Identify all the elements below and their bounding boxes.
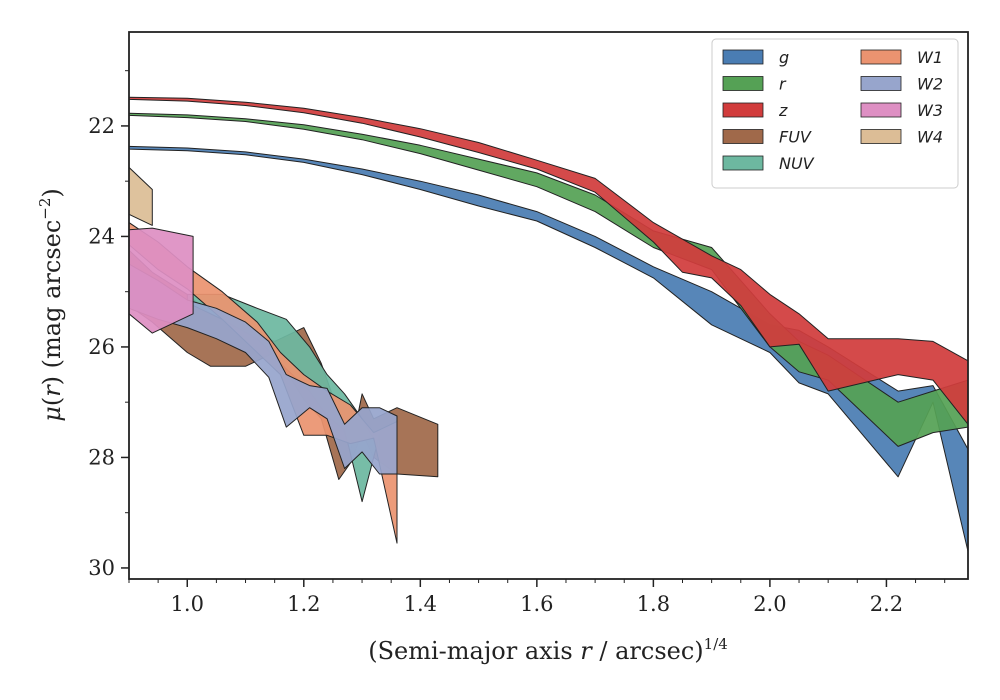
legend-label-NUV: NUV [779,154,815,173]
legend-label-W2: W2 [917,75,943,94]
y-axis-label: μ(r) (mag arcsec−2) [36,188,66,422]
y-tick-label: 26 [88,335,115,359]
y-tick-label: 24 [88,224,115,248]
x-tick-label: 2.2 [870,592,903,616]
series-band-z [129,96,968,425]
legend-swatch-W1 [860,49,902,65]
series-band-W2 [129,263,398,475]
x-tick-label: 1.2 [287,592,320,616]
legend-label-W3: W3 [917,101,943,120]
x-tick-label: 1.0 [171,592,204,616]
series-band-r [129,112,968,447]
x-tick-label: 1.8 [637,592,670,616]
x-tick-label: 1.4 [404,592,437,616]
x-tick-label: 1.6 [520,592,553,616]
legend-label-r: r [779,75,787,94]
y-tick-label: 22 [88,114,115,138]
x-tick-label: 2.0 [753,592,786,616]
legend-label-W1: W1 [917,48,943,67]
series-band-W3 [129,227,194,334]
y-tick-label: 30 [88,556,115,580]
y-axis: 22 24 26 28 30 [88,70,129,580]
legend-swatch-FUV [722,129,764,144]
legend-label-W4: W4 [917,128,943,147]
legend-swatch-W2 [860,76,902,91]
legend-label-FUV: FUV [779,128,812,147]
legend-swatch-NUV [722,155,764,171]
legend-label-z: z [778,101,788,120]
legend-label-g: g [779,48,789,67]
legend-swatch-W3 [860,102,902,118]
series-band-W4 [129,166,153,226]
legend: grz FUV NUV W1 W2 W3 W4 [711,38,959,189]
legend-swatch-r [722,76,764,91]
legend-swatch-z [722,102,764,118]
plot-frame [128,31,969,580]
legend-swatch-g [722,49,764,65]
bands-layer [129,96,968,552]
legend-swatch-W4 [860,129,902,144]
y-tick-label: 28 [88,445,115,469]
x-axis-label: (Semi-major axis r / arcsec)1/4 [368,635,728,665]
x-axis: 1.0 1.2 1.4 1.6 1.8 2.0 2.2 [128,579,946,616]
